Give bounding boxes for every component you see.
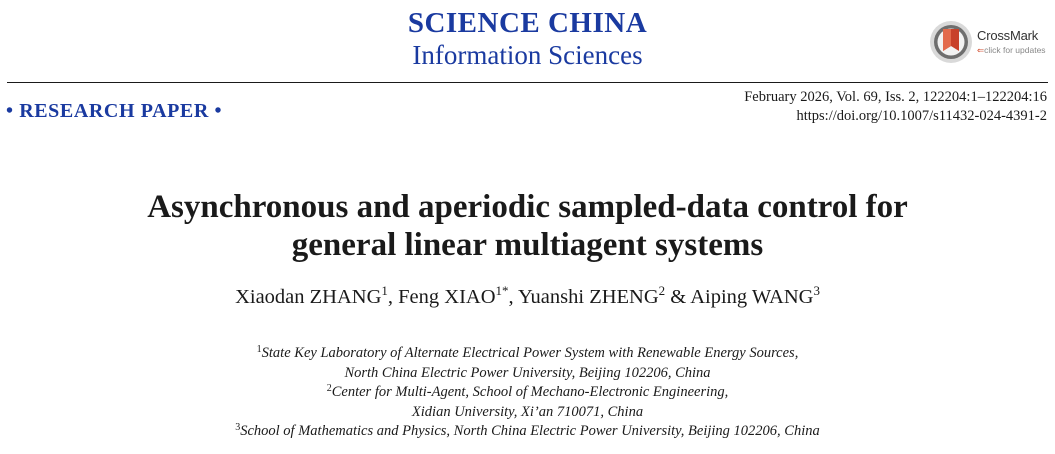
affiliation-list: 1State Key Laboratory of Alternate Elect…	[0, 344, 1055, 442]
affiliation-text: North China Electric Power University, B…	[344, 364, 711, 381]
paper-title-line-1: Asynchronous and aperiodic sampled-data …	[147, 189, 908, 225]
affiliation-1: 1State Key Laboratory of Alternate Elect…	[0, 344, 1055, 364]
paper-type-label: • RESEARCH PAPER •	[6, 100, 223, 122]
author-name: Feng XIAO	[398, 286, 496, 308]
author-affiliation-mark: 3	[813, 283, 820, 298]
affiliation-text: Center for Multi-Agent, School of Mechan…	[331, 384, 729, 400]
author-affiliation-mark: 1*	[495, 283, 509, 298]
author-name: Aiping WANG	[690, 286, 814, 308]
affiliation-mark: 3	[235, 422, 241, 433]
affiliation-text: State Key Laboratory of Alternate Electr…	[261, 345, 799, 361]
author-name: Yuanshi ZHENG	[518, 286, 659, 308]
affiliation-text: Xidian University, Xi’an 710071, China	[411, 403, 644, 420]
paper-title: Asynchronous and aperiodic sampled-data …	[0, 188, 1055, 264]
crossmark-subtitle-text: click for updates	[984, 45, 1046, 55]
author-separator: ,	[387, 286, 399, 308]
doi-link[interactable]: https://doi.org/10.1007/s11432-024-4391-…	[796, 108, 1047, 124]
article-meta: February 2026, Vol. 69, Iss. 2, 122204:1…	[744, 88, 1047, 126]
crossmark-subtitle[interactable]: ⇐click for updates	[977, 45, 1046, 56]
author-name: Xiaodan ZHANG	[235, 286, 382, 308]
crossmark-title[interactable]: CrossMark	[977, 28, 1039, 43]
affiliation-mark: 2	[326, 383, 332, 394]
journal-header: SCIENCE CHINA Information Sciences	[0, 6, 1055, 70]
author-affiliation-mark: 1	[381, 283, 388, 298]
issue-info: February 2026, Vol. 69, Iss. 2, 122204:1…	[744, 89, 1047, 105]
author-separator: ,	[508, 286, 519, 308]
header-rule	[7, 82, 1048, 83]
paper-title-line-2: general linear multiagent systems	[291, 227, 764, 263]
arrow-left-icon: ⇐	[977, 45, 985, 55]
crossmark-badge[interactable]: CrossMark ⇐click for updates	[929, 18, 1049, 66]
journal-name: SCIENCE CHINA	[407, 7, 648, 39]
affiliation-3: 3School of Mathematics and Physics, Nort…	[0, 422, 1055, 442]
crossmark-icon[interactable]	[929, 20, 973, 64]
author-affiliation-mark: 2	[658, 283, 666, 298]
journal-subtitle: Information Sciences	[412, 40, 643, 70]
author-separator: &	[665, 286, 691, 308]
affiliation-mark: 1	[256, 344, 262, 355]
author-list: Xiaodan ZHANG1, Feng XIAO1*, Yuanshi ZHE…	[0, 283, 1055, 309]
affiliation-2: 2Center for Multi-Agent, School of Mecha…	[0, 383, 1055, 403]
affiliation-text: School of Mathematics and Physics, North…	[240, 423, 820, 439]
